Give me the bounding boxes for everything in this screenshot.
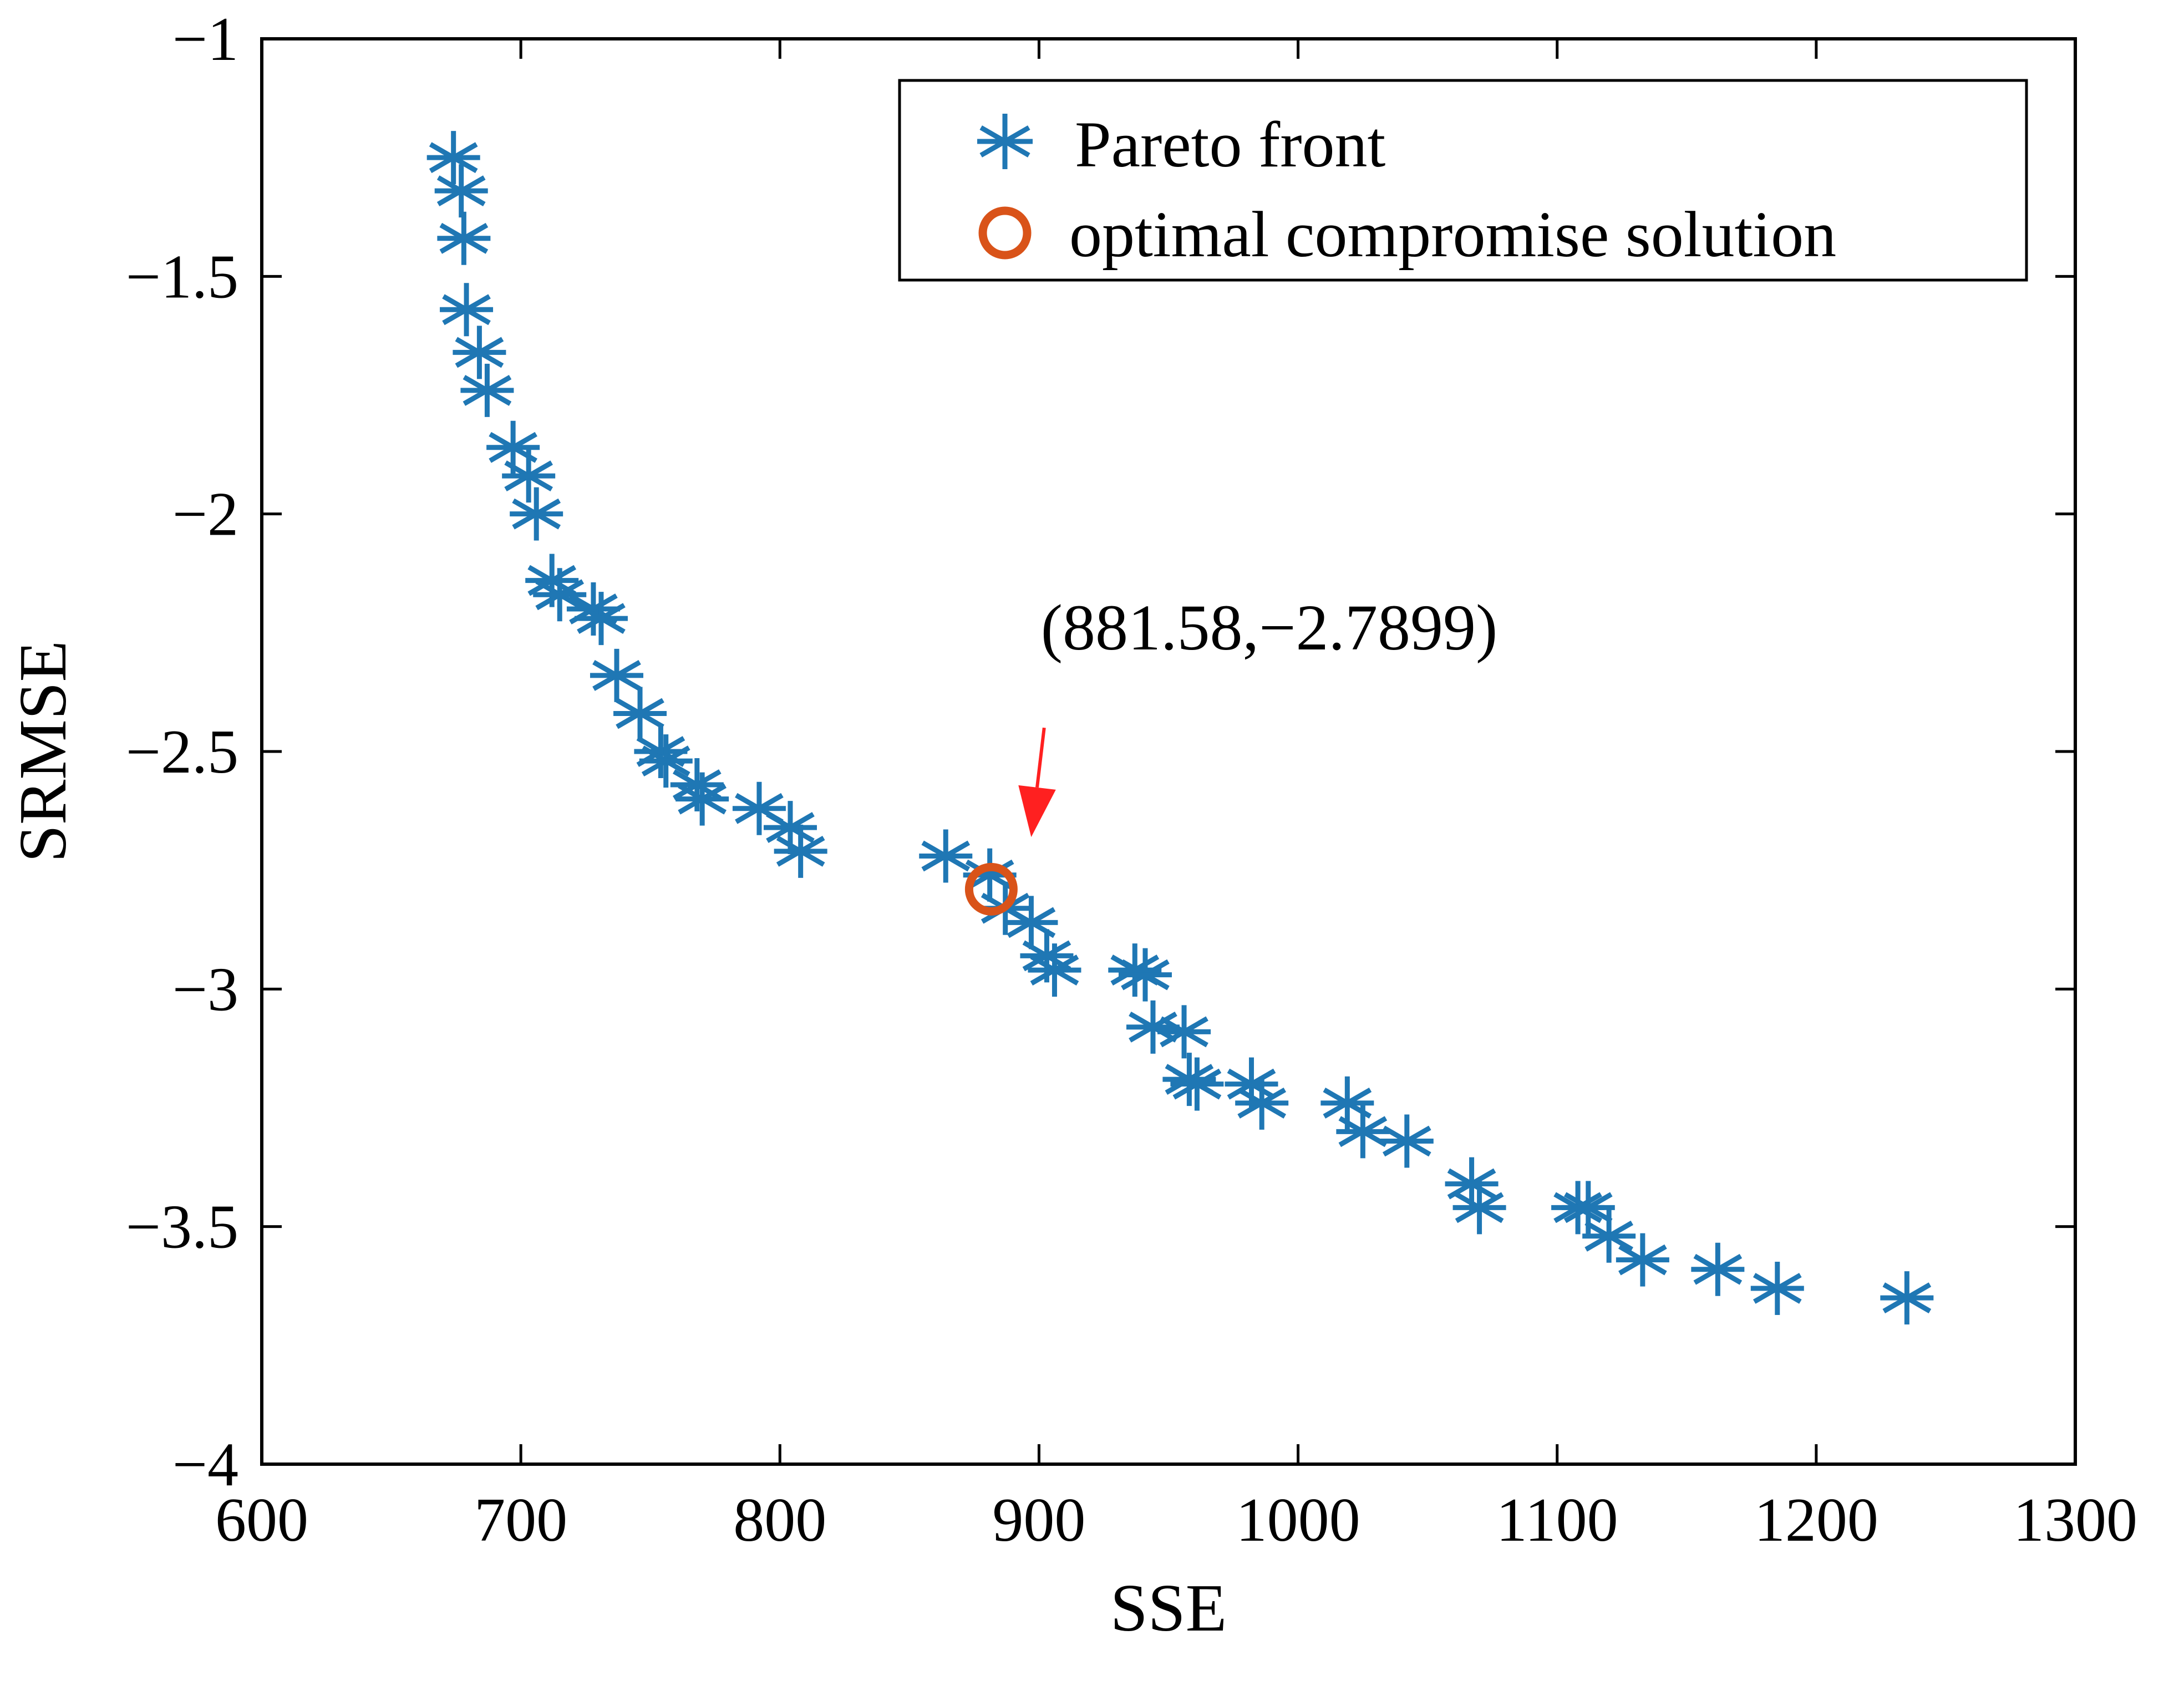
annotation-arrow-line xyxy=(1035,727,1046,788)
y-tick-label: −2.5 xyxy=(126,718,238,786)
annotation-label: (881.58,−2.7899) xyxy=(1041,591,1498,664)
y-tick-label: −3 xyxy=(172,955,238,1024)
y-tick-label: −2 xyxy=(172,480,238,549)
legend-pareto-label: Pareto front xyxy=(1075,108,1386,181)
pareto-point xyxy=(1616,1233,1669,1287)
axis-tick-labels: 600 700 800 900 1000 1100 1200 1300 −1 −1.5 −2 −2.5… xyxy=(126,5,2137,1555)
pareto-point xyxy=(1235,1076,1289,1130)
legend-pareto-marker xyxy=(977,114,1033,169)
pareto-point xyxy=(434,164,488,218)
pareto-point xyxy=(1691,1242,1745,1296)
x-axis-title: SSE xyxy=(1110,1571,1227,1646)
legend-pareto-star xyxy=(977,114,1033,169)
pareto-point xyxy=(1118,948,1172,1002)
pareto-point xyxy=(460,363,514,417)
pareto-point xyxy=(1582,1209,1636,1263)
y-tick-label: −4 xyxy=(172,1430,238,1499)
y-axis-title: SRMSE xyxy=(6,641,80,862)
legend-box xyxy=(898,79,2028,282)
pareto-point xyxy=(1028,943,1081,997)
pareto-point xyxy=(1750,1262,1804,1316)
x-tick-label: 1100 xyxy=(1496,1486,1618,1555)
pareto-point xyxy=(1880,1271,1934,1325)
pareto-point xyxy=(453,326,506,379)
pareto-point xyxy=(763,801,817,855)
pareto-point xyxy=(590,648,643,702)
pareto-point xyxy=(437,211,491,265)
pareto-point xyxy=(1170,1057,1224,1111)
x-tick-label: 800 xyxy=(733,1486,826,1555)
pareto-point xyxy=(613,687,667,740)
x-tick-label: 900 xyxy=(992,1486,1085,1555)
optimal-points xyxy=(964,862,1018,916)
x-tick-label: 600 xyxy=(215,1486,308,1555)
pareto-point xyxy=(1126,1000,1180,1054)
pareto-point xyxy=(1157,1005,1211,1059)
legend: Pareto front optimal compromise solution xyxy=(898,79,2028,282)
pareto-point xyxy=(440,283,494,337)
pareto-point xyxy=(1452,1181,1506,1235)
pareto-point xyxy=(574,592,628,646)
pareto-point xyxy=(774,824,827,878)
pareto-points xyxy=(426,131,1934,1325)
y-tick-label: −1.5 xyxy=(126,242,238,311)
pareto-point xyxy=(919,829,973,883)
x-tick-label: 1200 xyxy=(1754,1486,1878,1555)
annotation-arrow-head xyxy=(1018,785,1056,837)
pareto-point xyxy=(675,772,729,826)
y-tick-label: −1 xyxy=(172,5,238,74)
pareto-point xyxy=(510,487,563,541)
optimal-point xyxy=(964,862,1018,916)
x-tick-label: 1300 xyxy=(2013,1486,2137,1555)
annotation: (881.58,−2.7899) xyxy=(1018,591,1497,837)
x-tick-label: 700 xyxy=(474,1486,567,1555)
legend-optimal-label: optimal compromise solution xyxy=(1069,198,1836,271)
pareto-point xyxy=(502,449,556,503)
y-tick-label: −3.5 xyxy=(126,1193,238,1262)
pareto-point xyxy=(639,734,693,788)
pareto-point xyxy=(1336,1105,1390,1159)
plot-frame xyxy=(260,37,2077,1466)
legend-optimal-marker xyxy=(978,206,1032,260)
pareto-point xyxy=(533,568,587,622)
x-tick-label: 1000 xyxy=(1236,1486,1360,1555)
pareto-point xyxy=(1380,1114,1434,1168)
pareto-point xyxy=(1445,1157,1499,1211)
pareto-point xyxy=(426,131,480,185)
